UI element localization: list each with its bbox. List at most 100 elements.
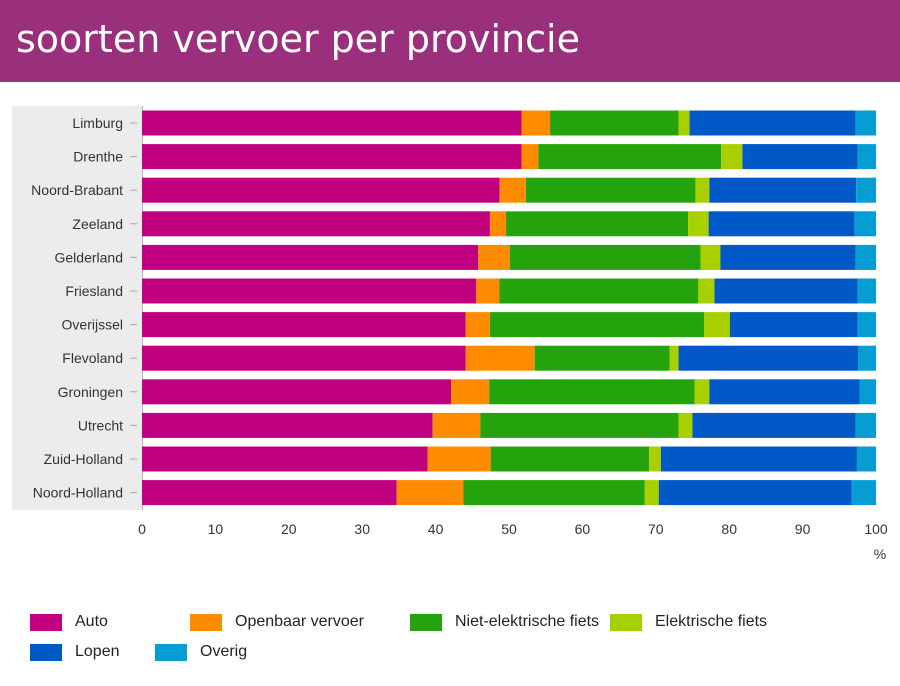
category-label-groningen: Groningen: [58, 384, 123, 400]
bar-noord-holland-niet-elektrische-fiets: [463, 480, 645, 506]
bar-flevoland-niet-elektrische-fiets: [534, 345, 670, 371]
legend-swatch: [410, 613, 442, 631]
bar-zeeland-lopen: [708, 211, 855, 237]
bar-noord-brabant-elektrische-fiets: [695, 177, 710, 203]
bar-drenthe-lopen: [742, 144, 858, 170]
bar-flevoland-openbaar-vervoer: [465, 345, 535, 371]
bar-zeeland-auto: [142, 211, 490, 237]
x-tick-label-90: 90: [795, 521, 811, 537]
bar-noord-holland-lopen: [658, 480, 852, 506]
x-tick-labels: 0 10 20 30 40 50 60 70 80 90 100: [138, 521, 888, 537]
category-label-drenthe: Drenthe: [73, 149, 123, 165]
x-tick-label-0: 0: [138, 521, 146, 537]
legend-swatch: [155, 643, 187, 661]
bar-noord-holland-openbaar-vervoer: [396, 480, 464, 506]
bar-groningen-overig: [859, 379, 876, 405]
legend-swatch: [30, 613, 62, 631]
legend-swatch: [30, 643, 62, 661]
bar-drenthe-elektrische-fiets: [721, 144, 743, 170]
bar-gelderland-openbaar-vervoer: [478, 244, 510, 270]
bar-groningen-lopen: [709, 379, 860, 405]
legend-label: Niet-elektrische fiets: [455, 613, 600, 630]
bar-utrecht-overig: [855, 412, 876, 438]
bar-zuid-holland-lopen: [660, 446, 857, 472]
bar-utrecht-auto: [142, 412, 433, 438]
legend-label: Overig: [200, 643, 248, 660]
x-tick-label-80: 80: [721, 521, 737, 537]
bar-zuid-holland-elektrische-fiets: [649, 446, 661, 472]
bar-groningen-openbaar-vervoer: [451, 379, 490, 405]
bar-groningen-elektrische-fiets: [694, 379, 710, 405]
bar-limburg-niet-elektrische-fiets: [550, 110, 679, 136]
page-title: soorten vervoer per provincie: [16, 17, 580, 61]
bar-overijssel-lopen: [729, 312, 858, 338]
bar-noord-brabant-auto: [142, 177, 500, 203]
bar-flevoland-elektrische-fiets: [669, 345, 679, 371]
x-tick-label-70: 70: [648, 521, 664, 537]
bar-noord-holland-auto: [142, 480, 397, 506]
bar-noord-brabant-niet-elektrische-fiets: [525, 177, 696, 203]
legend-label: Elektrische fiets: [655, 613, 768, 630]
bar-overijssel-openbaar-vervoer: [465, 312, 490, 338]
bar-noord-brabant-lopen: [709, 177, 857, 203]
bar-friesland-overig: [857, 278, 876, 304]
bar-friesland-auto: [142, 278, 476, 304]
bar-limburg-elektrische-fiets: [678, 110, 690, 136]
x-tick-label-40: 40: [428, 521, 444, 537]
bar-utrecht-openbaar-vervoer: [432, 412, 481, 438]
bar-limburg-overig: [855, 110, 876, 136]
legend-item-lopen: Lopen: [30, 642, 120, 662]
bar-limburg-lopen: [689, 110, 856, 136]
x-tick-label-100: 100: [864, 521, 888, 537]
bar-zuid-holland-overig: [856, 446, 876, 472]
bar-gelderland-niet-elektrische-fiets: [509, 244, 701, 270]
bar-flevoland-auto: [142, 345, 466, 371]
bar-noord-holland-elektrische-fiets: [644, 480, 659, 506]
bar-utrecht-niet-elektrische-fiets: [480, 412, 679, 438]
bar-zeeland-openbaar-vervoer: [489, 211, 507, 237]
bar-drenthe-auto: [142, 144, 522, 170]
chart-legend: Auto Openbaar vervoer Niet-elektrische fie…: [30, 612, 890, 672]
bar-zuid-holland-auto: [142, 446, 428, 472]
bar-noord-holland-overig: [851, 480, 876, 506]
bar-friesland-lopen: [714, 278, 858, 304]
legend-item-elektrische-fiets: Elektrische fiets: [610, 612, 767, 632]
bar-flevoland-overig: [858, 345, 876, 371]
bar-noord-brabant-openbaar-vervoer: [499, 177, 526, 203]
bar-gelderland-elektrische-fiets: [700, 244, 721, 270]
category-label-flevoland: Flevoland: [62, 350, 123, 366]
bar-gelderland-overig: [855, 244, 876, 270]
bar-drenthe-openbaar-vervoer: [521, 144, 539, 170]
legend-label: Lopen: [75, 643, 120, 660]
bar-zuid-holland-openbaar-vervoer: [427, 446, 491, 472]
legend-swatch: [610, 613, 642, 631]
bar-gelderland-auto: [142, 244, 479, 270]
stacked-bar-chart: Limburg Drenthe Noord-Brabant Zeeland Gelder…: [12, 106, 888, 562]
bar-zeeland-elektrische-fiets: [688, 211, 709, 237]
category-label-utrecht: Utrecht: [78, 417, 123, 433]
x-tick-label-10: 10: [208, 521, 224, 537]
bar-limburg-openbaar-vervoer: [521, 110, 551, 136]
category-label-overijssel: Overijssel: [62, 317, 123, 333]
bar-zuid-holland-niet-elektrische-fiets: [490, 446, 650, 472]
bar-overijssel-niet-elektrische-fiets: [489, 312, 705, 338]
legend-item-overig: Overig: [155, 642, 247, 662]
category-label-noord-brabant: Noord-Brabant: [31, 182, 123, 198]
category-axis-band: [12, 106, 142, 510]
category-labels: Limburg Drenthe Noord-Brabant Zeeland Gelder…: [31, 115, 137, 501]
legend-swatch: [190, 613, 222, 631]
legend-label: Auto: [75, 613, 108, 630]
bar-drenthe-overig: [857, 144, 876, 170]
bar-zeeland-overig: [854, 211, 876, 237]
x-tick-label-30: 30: [354, 521, 370, 537]
bar-limburg-auto: [142, 110, 522, 136]
bar-noord-brabant-overig: [856, 177, 876, 203]
bar-drenthe-niet-elektrische-fiets: [538, 144, 722, 170]
category-label-gelderland: Gelderland: [55, 249, 124, 265]
category-label-noord-holland: Noord-Holland: [33, 485, 123, 501]
bar-friesland-elektrische-fiets: [698, 278, 715, 304]
bars-group: [142, 110, 876, 506]
bar-zeeland-niet-elektrische-fiets: [506, 211, 689, 237]
bar-groningen-auto: [142, 379, 452, 405]
category-label-limburg: Limburg: [72, 115, 123, 131]
